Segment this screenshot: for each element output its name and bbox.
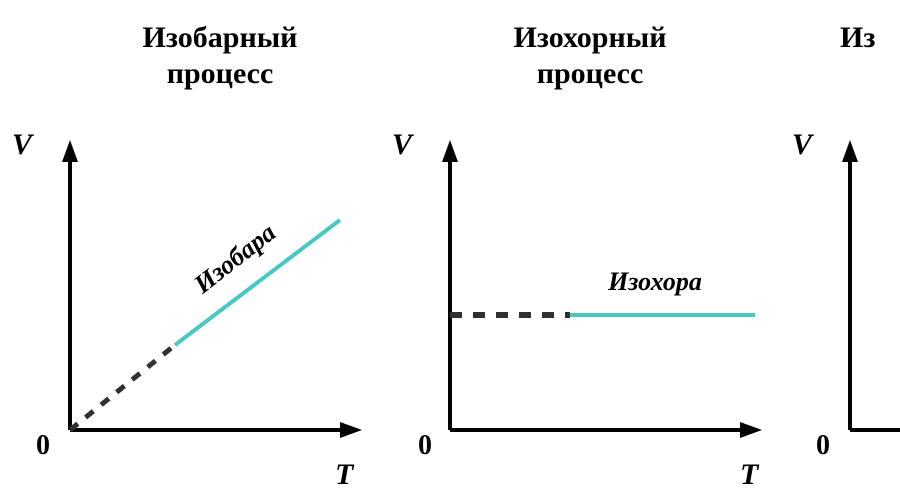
panel1-dashed-segment — [70, 345, 175, 430]
panel2-y-arrow — [442, 140, 458, 162]
panel2-x-label: T — [740, 458, 758, 492]
diagram-canvas: Изобарный процесс Изохорный процесс Из И… — [0, 0, 900, 500]
panel3-chart — [820, 140, 900, 460]
panel1-y-arrow — [62, 140, 78, 162]
panel2-x-arrow — [740, 422, 762, 438]
panel1-chart: Изобара — [40, 140, 360, 460]
panel3-y-arrow — [842, 140, 858, 162]
panel3-title-fragment: Из — [840, 20, 900, 56]
panel2-origin-label: 0 — [418, 430, 432, 462]
panel1-y-label: V — [12, 128, 32, 162]
panel1-line-label: Изобара — [188, 218, 282, 300]
panel2-line-label: Изохора — [607, 267, 702, 296]
panel1-x-arrow — [340, 422, 362, 438]
panel3-origin-label: 0 — [816, 430, 830, 462]
panel1-title: Изобарный процесс — [90, 20, 350, 92]
panel2-title: Изохорный процесс — [460, 20, 720, 92]
panel2-y-label: V — [392, 128, 412, 162]
panel1-x-label: T — [335, 458, 353, 492]
panel2-chart: Изохора — [420, 140, 760, 460]
panel1-origin-label: 0 — [36, 430, 50, 462]
panel3-y-label: V — [792, 128, 812, 162]
